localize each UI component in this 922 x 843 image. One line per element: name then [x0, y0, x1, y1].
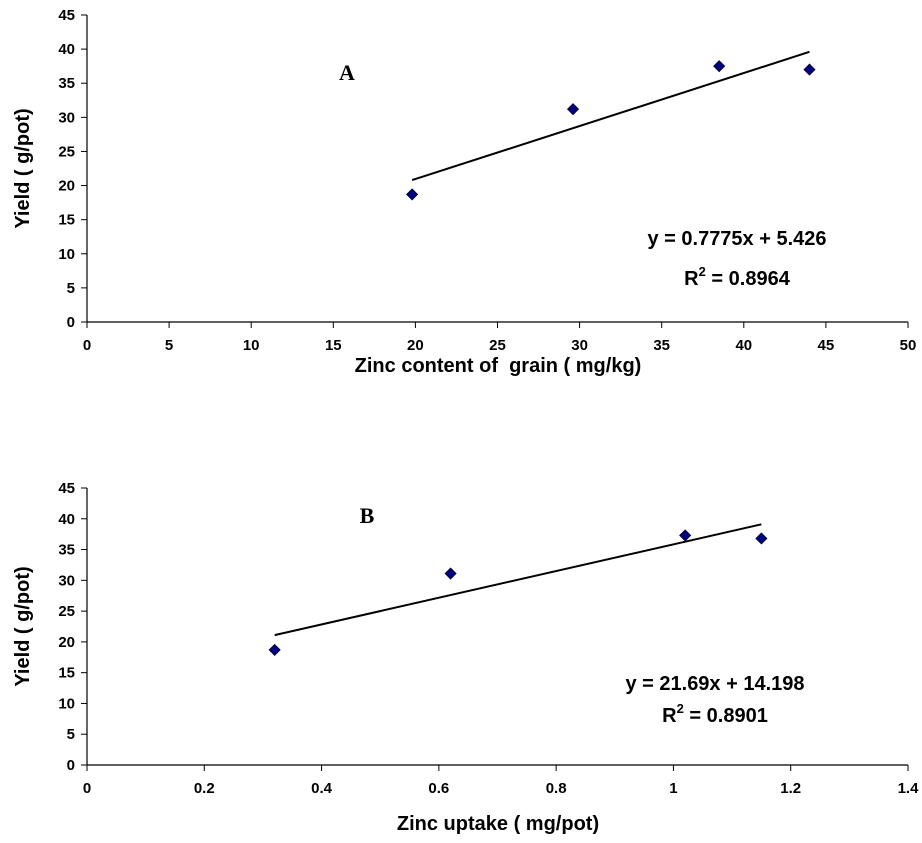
x-tick-label: 0.2	[194, 780, 215, 797]
r-squared-value: = 0.8964	[706, 268, 791, 290]
x-tick-label: 25	[489, 337, 506, 354]
y-tick-label: 15	[58, 212, 75, 229]
x-tick-label: 1.4	[898, 780, 920, 797]
data-point	[566, 103, 580, 116]
trendline	[411, 50, 810, 182]
x-tick-label: 1.2	[780, 780, 801, 797]
y-tick-label: 0	[67, 757, 75, 774]
x-tick-label: 0	[83, 780, 91, 797]
y-tick-label: 10	[58, 246, 75, 263]
y-tick-label: 10	[58, 695, 75, 712]
data-point	[268, 643, 281, 656]
r-squared-base: R	[684, 268, 699, 290]
y-tick-label: 25	[58, 143, 75, 160]
x-tick-label: 5	[165, 337, 173, 354]
y-tick-label: 30	[58, 572, 75, 589]
x-tick-label: 40	[735, 337, 752, 354]
r-squared-value: = 0.8901	[684, 705, 768, 727]
y-tick-label: 25	[58, 603, 75, 620]
y-tick-label: 45	[58, 480, 75, 497]
panel-label: B	[360, 503, 375, 528]
r-squared: R2 = 0.8901	[662, 701, 768, 727]
y-tick-label: 30	[58, 109, 75, 126]
trendline	[274, 523, 762, 637]
x-tick-label: 0.8	[546, 780, 567, 797]
equation: y = 21.69x + 14.198	[625, 673, 804, 695]
y-tick-label: 35	[58, 542, 75, 559]
x-axis-title: Zinc content of grain ( mg/kg)	[355, 355, 642, 377]
x-tick-label: 0.4	[311, 780, 333, 797]
y-tick-label: 5	[67, 280, 75, 297]
y-tick-label: 20	[58, 634, 75, 651]
y-tick-label: 0	[67, 314, 75, 331]
y-tick-label: 45	[58, 7, 75, 24]
x-tick-label: 20	[407, 337, 424, 354]
y-axis-title: Yield ( g/pot)	[12, 108, 34, 228]
y-tick-label: 40	[58, 41, 75, 58]
panel-label: A	[339, 60, 355, 85]
r-squared-sup: 2	[699, 264, 706, 279]
x-tick-label: 30	[571, 337, 588, 354]
y-axis-title: Yield ( g/pot)	[12, 566, 34, 686]
x-tick-label: 50	[900, 337, 917, 354]
y-tick-label: 40	[58, 511, 75, 528]
x-tick-label: 1	[669, 780, 677, 797]
x-tick-label: 35	[653, 337, 670, 354]
x-tick-label: 0.6	[428, 780, 449, 797]
r-squared-base: R	[662, 705, 677, 727]
data-point	[444, 567, 457, 580]
data-point	[803, 63, 816, 76]
data-point	[679, 529, 692, 542]
x-tick-label: 0	[83, 337, 91, 354]
y-tick-label: 35	[58, 75, 75, 92]
y-tick-label: 5	[67, 726, 75, 743]
x-axis-title: Zinc uptake ( mg/pot)	[397, 813, 599, 835]
equation: y = 0.7775x + 5.426	[647, 228, 826, 250]
data-point	[755, 532, 768, 545]
x-tick-label: 45	[818, 337, 835, 354]
x-tick-label: 15	[325, 337, 342, 354]
y-tick-label: 15	[58, 665, 75, 682]
data-point	[713, 60, 726, 73]
y-tick-label: 20	[58, 178, 75, 195]
data-point	[406, 188, 419, 201]
r-squared: R2 = 0.8964	[684, 264, 791, 290]
r-squared-sup: 2	[677, 701, 684, 716]
x-tick-label: 10	[243, 337, 260, 354]
